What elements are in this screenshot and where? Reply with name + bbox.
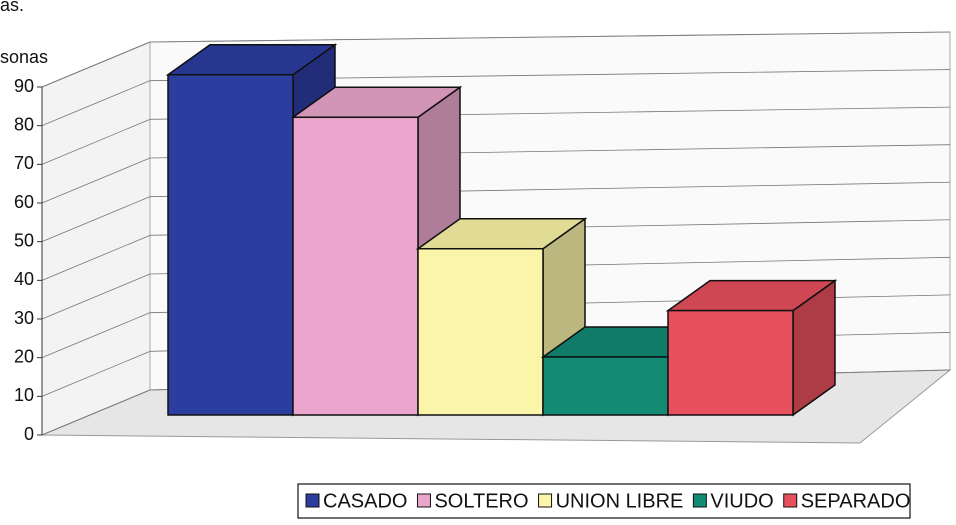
legend-label: SEPARADO — [801, 490, 911, 512]
bar — [667, 309, 794, 416]
legend-swatch — [305, 493, 320, 508]
grid-line — [149, 31, 951, 43]
legend-label: UNION LIBRE — [556, 490, 684, 512]
legend-label: SOLTERO — [434, 490, 528, 512]
legend: CASADO SOLTERO UNION LIBRE VIUDO SEPARADO — [297, 483, 911, 519]
y-tick-label: 0 — [24, 424, 34, 444]
y-tick-label: 10 — [14, 385, 34, 405]
bar-top-shade — [293, 87, 460, 118]
bar-top-shade — [418, 218, 585, 249]
y-tick-label: 70 — [14, 153, 34, 173]
bar-top-shade — [168, 44, 335, 75]
grid-line — [41, 350, 151, 397]
legend-swatch — [538, 493, 553, 508]
y-tick-label: 50 — [14, 230, 34, 250]
y-tick-label: 30 — [14, 308, 34, 328]
legend-swatch — [416, 493, 431, 508]
subtitle: as. — [0, 0, 24, 15]
bar — [417, 247, 544, 416]
y-tick-label: 60 — [14, 192, 34, 212]
grid-line — [41, 196, 151, 243]
grid-line — [41, 389, 151, 436]
y-axis-label: sonas — [0, 47, 48, 67]
y-tick-label: 40 — [14, 269, 34, 289]
bar — [292, 116, 419, 416]
bar — [542, 356, 669, 416]
bar-side-shade — [793, 280, 835, 415]
grid-line — [41, 157, 151, 204]
legend-box — [297, 483, 911, 519]
bar — [167, 73, 294, 416]
y-tick-label: 80 — [14, 114, 34, 134]
grid-line — [41, 118, 151, 165]
legend-swatch — [783, 493, 798, 508]
grid-line — [41, 234, 151, 281]
legend-swatch — [692, 493, 707, 508]
y-tick-label: 20 — [14, 346, 34, 366]
legend-label: VIUDO — [710, 490, 773, 512]
y-tick-label: 90 — [14, 76, 34, 96]
grid-line — [41, 41, 151, 88]
grid-line — [41, 312, 151, 359]
legend-label: CASADO — [323, 490, 407, 512]
grid-line — [41, 80, 151, 127]
left-wall — [41, 41, 151, 436]
bar-top-shade — [668, 280, 835, 311]
grid-line — [41, 273, 151, 320]
